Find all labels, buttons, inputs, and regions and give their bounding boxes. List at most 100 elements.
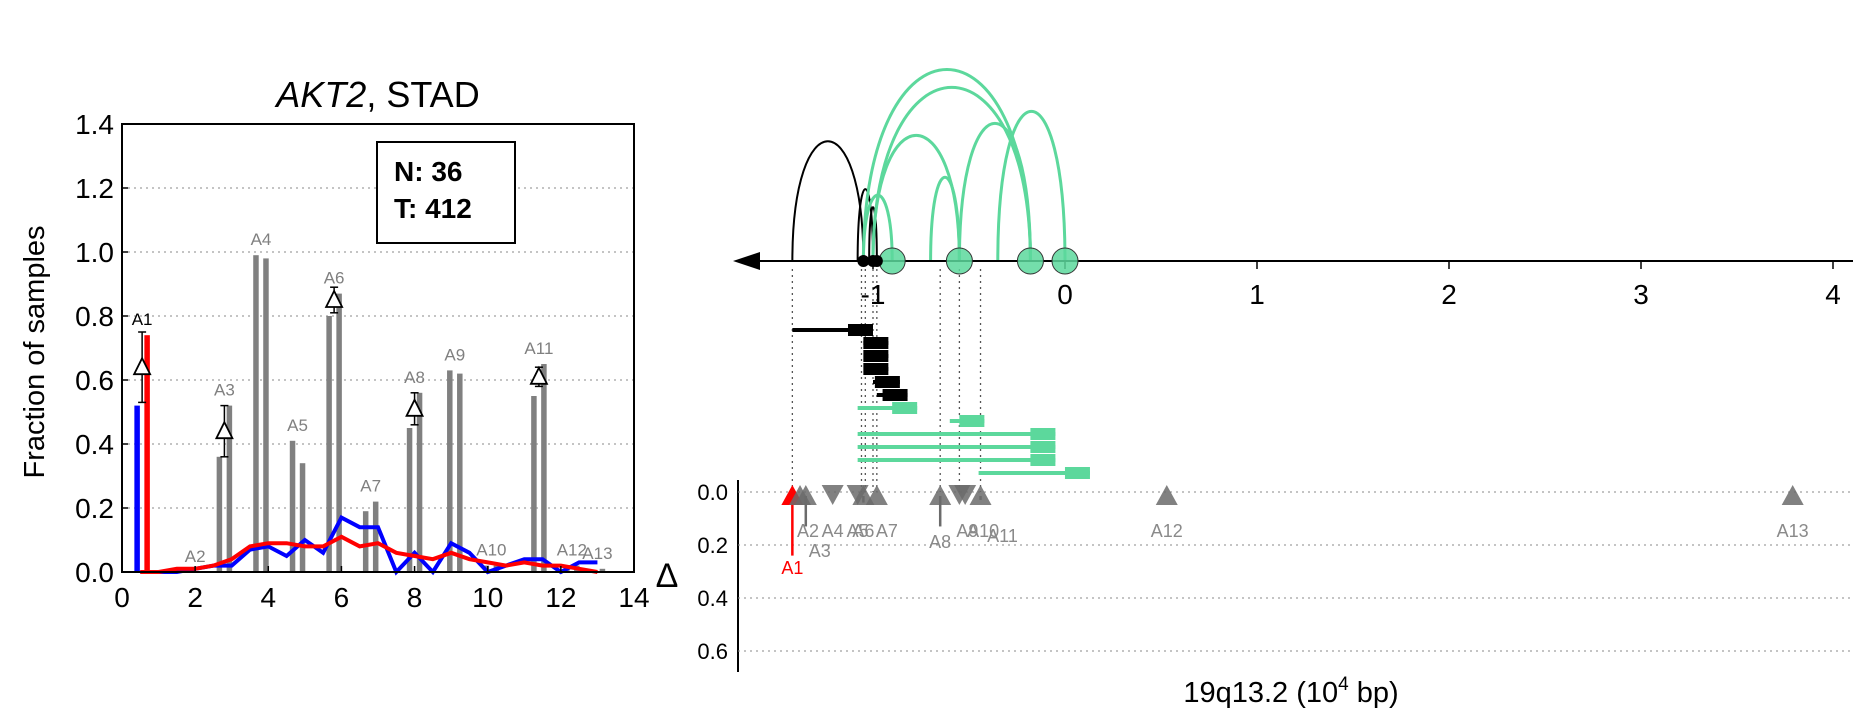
y-tick-label: 0.6 [75,365,114,396]
node-black [857,255,870,267]
bar-label-A7: A7 [360,477,381,496]
bar-label-A12: A12 [557,541,587,560]
triangle-label-A6: A6 [852,521,874,541]
y-tick-label: 1.4 [75,109,114,140]
x-tick-label: 2 [187,582,203,613]
genome-axis-arrow [733,252,760,270]
y-tick-label: 1.2 [75,173,114,204]
right-arcs [791,68,1067,262]
triangle-A10 [954,485,977,505]
delta-tick-label: 0.6 [697,639,728,664]
bar-label-A4: A4 [251,230,272,249]
title-gene: AKT2 [274,74,366,115]
triangle-label-A1: A1 [781,558,803,578]
arc-green [929,175,961,262]
triangle-label-A9: A9 [956,521,978,541]
x-tick-label: 10 [472,582,503,613]
node-black [870,255,883,267]
bar-label-A6: A6 [324,269,345,288]
left-grid [122,187,634,509]
bar-normal-A6 [326,316,332,572]
bar-normal-A5 [289,440,296,572]
title-rest: , STAD [366,74,479,115]
right-x-axis-label: 19q13.2 (104 bp) [1183,674,1398,709]
x-tick-label: 8 [407,582,423,613]
xlabel-exp: 4 [1338,674,1349,695]
bar-label-A3: A3 [214,381,235,400]
bar-tumor-A11 [541,364,547,572]
segment-black-block [863,350,889,362]
xlabel-prefix: 19q13.2 (10 [1183,677,1338,709]
triangle-A3 [794,485,817,505]
segment-black-block [874,376,900,388]
triangle-label-A10: A10 [967,521,999,541]
bar-normal-A8 [406,428,413,572]
bar-normal-A9 [447,370,453,572]
bar-tumor-A6 [336,293,342,572]
bar-tumor-A9 [457,373,463,572]
left-chart-title: AKT2, STAD [274,74,479,115]
delta-marker-A1 [132,356,152,376]
triangle-label-A8: A8 [929,532,951,552]
x-tick-label: 4 [260,582,276,613]
segment-black-block [863,337,889,349]
triangle-A11 [969,485,992,505]
legend-box [376,141,516,244]
genome-tick-label: 4 [1825,279,1841,310]
bar-tumor-A8 [416,392,423,572]
delta-marker-A11 [529,365,549,385]
segment-black-block [848,324,873,336]
genome-tick-label: -1 [861,279,886,310]
bar-label-A1: A1 [132,310,153,329]
node-green [878,247,906,275]
arc-green [957,122,1032,262]
x-tick-label: 12 [545,582,576,613]
triangle-A13 [1781,485,1804,505]
triangle-A8 [929,485,952,505]
arc-green [871,134,961,262]
triangle-label-A2: A2 [797,521,819,541]
bar-tumor-A3 [226,405,233,572]
segment-black-block [863,363,889,375]
triangle-label-A4: A4 [822,521,844,541]
left-lines [140,514,598,576]
triangle-label-A5: A5 [847,521,869,541]
genome-tick-label: 2 [1441,279,1457,310]
genome-tick-label: 3 [1633,279,1649,310]
bar-normal-A7 [362,511,369,572]
left-ticks: 0.0 0.2 0.4 0.6 0.8 1.0 1.2 1.4 0 2 4 6 8 10 12 14 [75,109,650,613]
arc-green [871,86,1032,262]
delta-tick-label: 0.4 [697,586,728,611]
bar-label-A2: A2 [185,547,206,566]
delta-tick-label: 0.2 [697,533,728,558]
right-guides [791,269,982,492]
genome-tick-label: 0 [1057,279,1073,310]
left-legend: N: 36 T: 412 [376,141,516,244]
node-green [1051,247,1079,275]
legend-n: N: 36 [394,156,462,187]
segment-green-block [1064,467,1090,479]
bar-label-A9: A9 [444,345,465,364]
segment-green-block [892,402,918,414]
bar-label-A8: A8 [404,368,425,387]
bar-normal-A1 [134,405,140,572]
bar-label-A10: A10 [476,541,506,560]
bar-normal-A3 [216,456,223,572]
delta-axis-symbol: Δ [656,557,679,595]
y-tick-label: 1.0 [75,237,114,268]
bar-normal-A4 [253,255,259,572]
delta-marker-A3 [214,420,234,440]
bar-tumor-A5 [299,463,306,572]
left-y-axis-label: Fraction of samples [19,225,51,478]
bar-label-A5: A5 [287,416,308,435]
right-delta-panel: 0.0 0.2 0.4 0.6 [697,480,1853,672]
segment-green-block [959,415,985,427]
right-segments [792,324,1090,479]
genome-tick-label: 1 [1249,279,1265,310]
bar-tumor-A7 [372,501,379,572]
y-tick-label: 0.4 [75,429,114,460]
